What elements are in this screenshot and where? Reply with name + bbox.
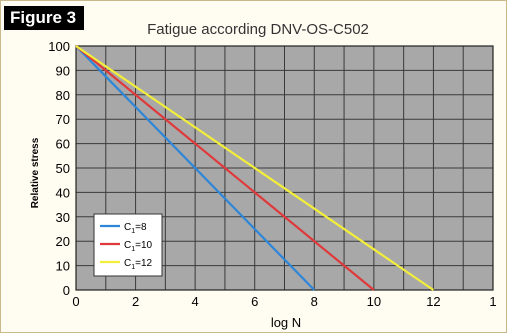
y-axis-label: Relative stress — [30, 137, 41, 208]
x-tick-label: 10 — [367, 294, 381, 309]
y-tick-label: 90 — [56, 63, 70, 78]
x-tick-label: 12 — [426, 294, 440, 309]
chart-title: Fatigue according DNV-OS-C502 — [147, 21, 369, 38]
legend-label: C1=10 — [124, 240, 153, 253]
x-tick-label: 4 — [192, 294, 199, 309]
y-tick-label: 50 — [56, 161, 70, 176]
x-tick-label: 0 — [72, 294, 79, 309]
legend-label: C1=8 — [124, 222, 147, 235]
figure-label: Figure 3 — [4, 6, 84, 30]
x-tick-label: 2 — [132, 294, 139, 309]
y-tick-label: 80 — [56, 88, 70, 103]
series-line-c1-12 — [75, 45, 435, 291]
y-tick-label: 30 — [56, 210, 70, 225]
series-line-c1-10 — [75, 45, 375, 291]
y-tick-label: 40 — [56, 185, 70, 200]
y-tick-label: 100 — [48, 39, 70, 54]
legend-label: C1=12 — [124, 258, 153, 271]
x-axis-label: log N — [271, 315, 301, 330]
y-tick-label: 10 — [56, 259, 70, 274]
plot-border — [75, 45, 494, 291]
y-tick-label: 20 — [56, 234, 70, 249]
y-tick-label: 70 — [56, 112, 70, 127]
series-line-c1-8 — [75, 45, 316, 291]
x-tick-label: 6 — [251, 294, 258, 309]
x-tick-label: 8 — [311, 294, 318, 309]
y-tick-label: 60 — [56, 137, 70, 152]
x-tick-label: 1 — [489, 294, 496, 309]
y-tick-label: 0 — [63, 283, 70, 298]
